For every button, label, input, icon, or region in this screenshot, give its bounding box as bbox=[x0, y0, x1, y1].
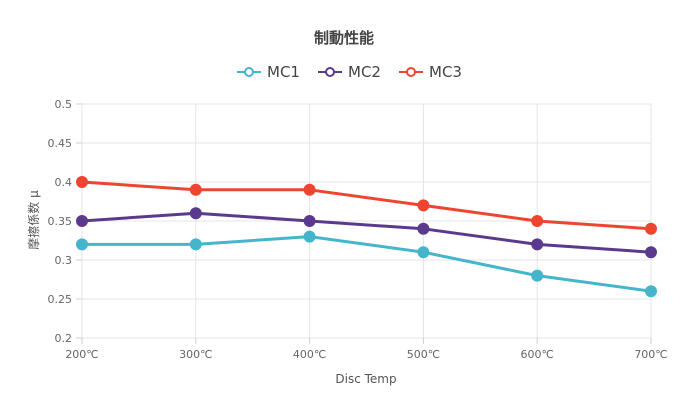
data-point-mc2[interactable] bbox=[303, 215, 316, 227]
y-tick-label: 0.2 bbox=[55, 332, 73, 345]
data-point-mc3[interactable] bbox=[645, 222, 657, 235]
data-point-mc1[interactable] bbox=[645, 285, 657, 298]
legend-label: MC2 bbox=[348, 63, 381, 81]
legend-label: MC1 bbox=[267, 63, 300, 81]
legend-marker-icon bbox=[325, 67, 335, 77]
legend-item-mc3[interactable]: MC3 bbox=[399, 63, 462, 81]
x-tick-label: 400℃ bbox=[293, 348, 326, 361]
data-point-mc3[interactable] bbox=[189, 183, 202, 196]
data-point-mc3[interactable] bbox=[417, 199, 430, 212]
data-point-mc2[interactable] bbox=[645, 246, 657, 259]
y-tick-label: 0.35 bbox=[48, 215, 73, 228]
legend-marker-icon bbox=[406, 67, 416, 77]
y-tick-label: 0.4 bbox=[55, 176, 73, 189]
legend-item-mc2[interactable]: MC2 bbox=[318, 63, 381, 81]
data-point-mc1[interactable] bbox=[417, 246, 430, 259]
data-point-mc2[interactable] bbox=[531, 238, 544, 251]
data-point-mc3[interactable] bbox=[76, 176, 88, 188]
y-tick-label: 0.3 bbox=[55, 254, 73, 267]
legend[interactable]: MC1 MC2 MC3 bbox=[237, 63, 462, 81]
series-line-mc1 bbox=[80, 235, 653, 293]
y-tick-label: 0.25 bbox=[48, 293, 73, 306]
y-axis-ticks: 0.2 0.25 0.3 0.35 0.4 0.45 0.5 bbox=[48, 98, 73, 345]
legend-item-mc1[interactable]: MC1 bbox=[237, 63, 300, 81]
y-tick-label: 0.45 bbox=[48, 137, 73, 150]
data-point-mc2[interactable] bbox=[189, 207, 202, 220]
data-point-mc2[interactable] bbox=[417, 222, 430, 235]
x-tick-label: 500℃ bbox=[407, 348, 440, 361]
data-point-mc1[interactable] bbox=[531, 269, 544, 282]
chart-title: 制動性能 bbox=[314, 29, 374, 47]
y-axis-title: 摩擦係数 μ bbox=[26, 190, 41, 250]
data-point-mc1[interactable] bbox=[189, 238, 202, 251]
data-point-mc2[interactable] bbox=[76, 215, 88, 227]
legend-label: MC3 bbox=[429, 63, 462, 81]
x-tick-label: 300℃ bbox=[179, 348, 212, 361]
legend-marker-icon bbox=[244, 67, 254, 77]
y-tick-label: 0.5 bbox=[55, 98, 73, 111]
x-axis-title: Disc Temp bbox=[335, 372, 396, 386]
data-point-mc3[interactable] bbox=[531, 215, 544, 227]
data-point-mc1[interactable] bbox=[303, 230, 316, 243]
series-line-mc2 bbox=[80, 211, 653, 254]
x-tick-label: 600℃ bbox=[521, 348, 554, 361]
x-tick-label: 200℃ bbox=[65, 348, 98, 361]
data-point-mc1[interactable] bbox=[76, 238, 88, 251]
series-line-mc3 bbox=[80, 180, 653, 231]
data-point-mc3[interactable] bbox=[303, 183, 316, 196]
x-axis-ticks: 200℃ 300℃ 400℃ 500℃ 600℃ 700℃ bbox=[65, 348, 667, 361]
series-group bbox=[76, 176, 657, 298]
x-tick-label: 700℃ bbox=[634, 348, 667, 361]
